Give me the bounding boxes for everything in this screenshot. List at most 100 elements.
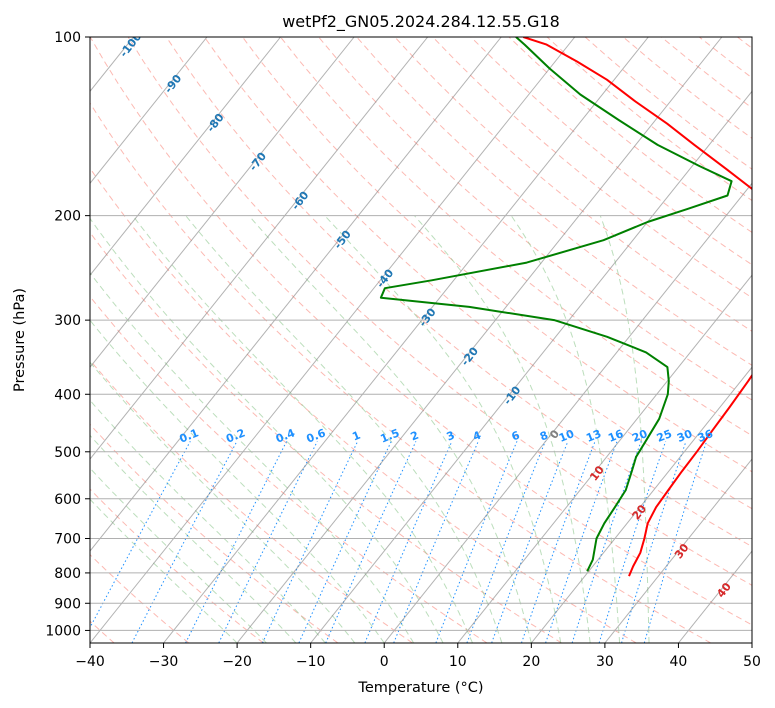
mixing-ratio-label: 25 (655, 427, 674, 445)
mixing-ratio-label: 13 (584, 427, 603, 445)
mixing-ratio-label: 20 (630, 427, 649, 445)
isotherm-line (457, 274, 752, 643)
dry-adiabat (90, 295, 488, 643)
isotherm-line (90, 37, 208, 185)
moist-adiabat (90, 467, 267, 643)
mixing-ratio-label: 3 (445, 429, 457, 444)
isotherm-line (310, 90, 752, 643)
x-tick-label: 10 (449, 654, 467, 670)
pressure-gridlines (90, 37, 752, 631)
y-tick-label: 100 (54, 30, 81, 46)
x-tick-label: 40 (670, 654, 688, 670)
isotherm-line (90, 37, 576, 643)
moist-adiabat (90, 399, 326, 643)
dry-adiabat (203, 37, 752, 510)
x-tick-label: −20 (222, 654, 252, 670)
moist-adiabat (90, 272, 415, 643)
moist-adiabat (90, 217, 444, 643)
y-tick-label: 800 (54, 566, 81, 582)
isotherm-line (90, 37, 355, 368)
mixing-ratio-line (90, 441, 191, 629)
moist-adiabat (90, 361, 356, 643)
mixing-ratio-line (298, 441, 392, 643)
mixing-ratio-label: 1 (350, 429, 362, 444)
x-axis-label: Temperature (°C) (357, 680, 483, 696)
skewed-isotherms (90, 37, 752, 643)
chart-title: wetPf2_GN05.2024.284.12.55.G18 (282, 12, 560, 32)
x-tick-label: 50 (743, 654, 761, 670)
dry-adiabat (90, 231, 562, 643)
isotherm-line (90, 37, 281, 277)
dry-adiabat (90, 102, 712, 643)
dry-adiabat (356, 37, 752, 366)
plot-frame (89, 36, 753, 644)
isotherm-line (530, 366, 752, 643)
mixing-ratio-line (185, 441, 288, 643)
mixing-ratio-line (545, 441, 618, 643)
mixing-ratio-line (643, 441, 708, 643)
y-tick-label: 500 (54, 445, 81, 461)
moist-adiabat (414, 215, 591, 643)
x-tick-label: 30 (596, 654, 614, 670)
moist-adiabat (132, 215, 473, 643)
y-tick-label: 900 (54, 596, 81, 612)
isotherm-line (383, 182, 752, 643)
x-tick-label: 0 (380, 654, 389, 670)
y-axis-ticks: 1000 900 800 700 600 500 400 300 200 100 (45, 30, 90, 639)
dry-adiabat (90, 423, 339, 643)
mixing-ratio-line (364, 441, 453, 643)
moist-adiabat (90, 434, 297, 643)
dry-adiabat (90, 37, 752, 626)
x-axis-ticks: −40 −30 −20 −10 0 10 20 30 40 50 (75, 643, 761, 670)
mixing-ratio-lines (90, 441, 708, 643)
dry-adiabat (165, 37, 752, 548)
dry-adiabat (90, 553, 190, 643)
isotherm-line (604, 458, 752, 643)
x-tick-label: −10 (296, 654, 326, 670)
mixing-ratio-label: 2 (409, 429, 421, 444)
dry-adiabat (90, 167, 637, 643)
mixing-ratio-label: 16 (606, 427, 625, 445)
moist-adiabat (90, 498, 238, 643)
dewpoint-line (379, 37, 733, 572)
moist-adiabat (599, 215, 650, 643)
mixing-ratio-label: 36 (696, 427, 715, 445)
y-tick-label: 700 (54, 532, 81, 548)
isotherm-line (163, 37, 649, 643)
moist-adiabats (90, 215, 650, 643)
plot-area: 0.1 0.2 0.4 0.6 1 1.5 2 3 4 6 8 10 13 16 20 25 30 36-100-… (90, 37, 752, 643)
mixing-ratio-line (393, 441, 479, 643)
y-axis-label: Pressure (hPa) (12, 288, 28, 392)
dry-adiabat (394, 37, 752, 332)
moist-adiabat (510, 215, 621, 643)
isotherm-line (90, 37, 502, 552)
dry-adiabat (432, 37, 752, 299)
temperature-line (522, 37, 752, 577)
y-tick-label: 1000 (45, 623, 81, 639)
isotherm-line (236, 37, 723, 643)
x-tick-label: 20 (522, 654, 540, 670)
moist-adiabat (248, 215, 532, 643)
y-tick-label: 600 (54, 492, 81, 508)
dry-adiabat (318, 37, 752, 401)
y-tick-label: 300 (54, 313, 81, 329)
mixing-ratio-label: 30 (675, 427, 694, 445)
x-tick-label: −40 (75, 654, 105, 670)
moist-adiabat (185, 215, 503, 643)
y-tick-label: 200 (54, 209, 81, 225)
mixing-ratio-line (218, 441, 318, 643)
moist-adiabat (324, 215, 562, 643)
dry-adiabat (127, 37, 752, 586)
mixing-ratio-line (325, 441, 417, 643)
profile-series (379, 37, 752, 577)
mixing-ratio-line (521, 441, 596, 643)
isotherm-line (90, 37, 429, 460)
mixing-ratio-label: 8 (538, 429, 550, 444)
mixing-ratio-label: 10 (557, 427, 576, 445)
y-tick-label: 400 (54, 387, 81, 403)
x-tick-label: −30 (149, 654, 179, 670)
mixing-ratio-line (621, 441, 687, 643)
moist-adiabat (90, 319, 385, 643)
